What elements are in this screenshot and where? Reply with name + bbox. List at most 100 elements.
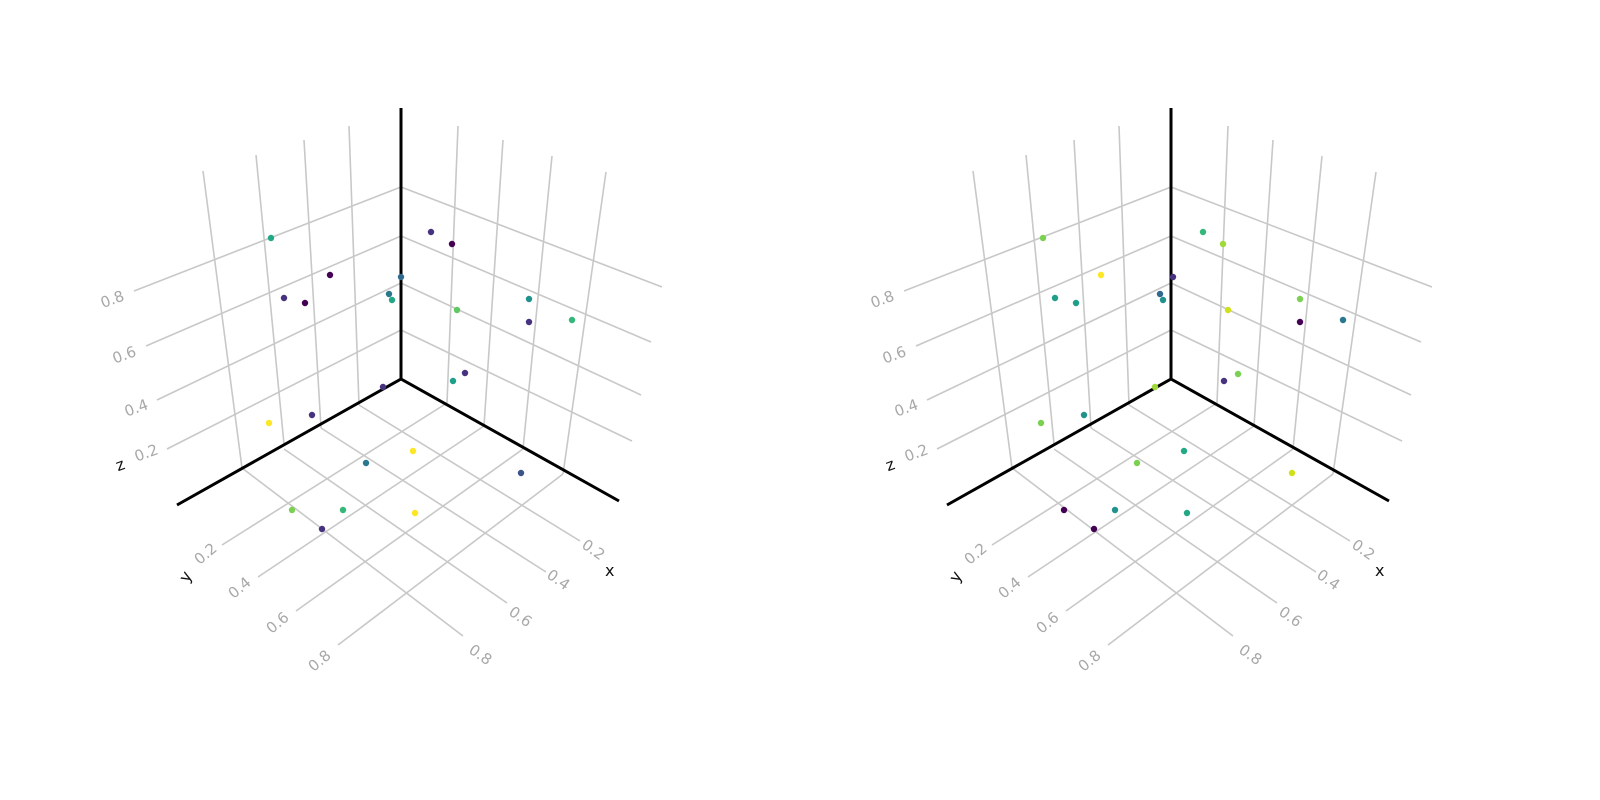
data-point (308, 411, 316, 419)
data-point (1234, 370, 1242, 378)
data-point (1133, 459, 1141, 467)
x-axis-label: x (1375, 561, 1384, 580)
svg-text:0.8: 0.8 (98, 287, 127, 312)
data-point (1219, 240, 1227, 248)
data-point (280, 294, 288, 302)
data-point (1060, 506, 1068, 514)
data-point (568, 316, 576, 324)
svg-text:0.2: 0.2 (132, 440, 161, 465)
data-point (362, 459, 370, 467)
z-axis-label: z (883, 454, 897, 475)
axes-lines (946, 108, 1390, 507)
right-wall-grid (1170, 125, 1433, 475)
data-point (385, 290, 393, 298)
x-tick-labels: 0.2 0.4 0.6 0.8 x (1235, 536, 1384, 669)
svg-text:0.6: 0.6 (110, 342, 139, 367)
svg-text:0.6: 0.6 (263, 608, 293, 637)
data-point (267, 234, 275, 242)
data-point (461, 369, 469, 377)
floor-grid (991, 402, 1351, 646)
svg-text:0.4: 0.4 (543, 566, 573, 594)
svg-text:0.8: 0.8 (1235, 641, 1265, 669)
data-point (1199, 228, 1207, 236)
data-point (1180, 447, 1188, 455)
svg-text:0.6: 0.6 (880, 342, 909, 367)
svg-text:0.6: 0.6 (1033, 608, 1063, 637)
svg-text:0.6: 0.6 (505, 603, 535, 631)
data-point (1220, 377, 1228, 385)
z-tick-labels: 0.8 0.6 0.4 0.2 z (868, 287, 931, 475)
data-point (1151, 383, 1159, 391)
data-point (1339, 316, 1347, 324)
svg-text:0.4: 0.4 (1313, 566, 1343, 594)
y-tick-labels: 0.2 0.4 0.6 0.8 y (175, 539, 335, 675)
data-point (379, 383, 387, 391)
x-tick-labels: 0.2 0.4 0.6 0.8 x (465, 536, 614, 669)
svg-text:0.4: 0.4 (995, 573, 1025, 602)
svg-text:0.4: 0.4 (225, 573, 255, 602)
z-axis-label: z (113, 454, 127, 475)
data-point (326, 271, 334, 279)
svg-text:0.2: 0.2 (578, 536, 608, 564)
y-axis-label: y (175, 568, 196, 586)
data-point (1159, 296, 1167, 304)
data-point (1072, 299, 1080, 307)
y-tick-labels: 0.2 0.4 0.6 0.8 y (945, 539, 1105, 675)
svg-text:0.8: 0.8 (465, 641, 495, 669)
svg-text:0.8: 0.8 (305, 646, 335, 675)
scatter3d-left: 0.8 0.6 0.4 0.2 z 0.2 0.4 0.6 0.8 y 0.2 … (98, 108, 663, 675)
data-point (525, 295, 533, 303)
data-point (411, 509, 419, 517)
data-point (1296, 295, 1304, 303)
data-point (288, 506, 296, 514)
data-points-left (265, 228, 576, 533)
data-point (1169, 273, 1177, 281)
svg-text:0.4: 0.4 (122, 395, 151, 420)
data-point (301, 299, 309, 307)
left-wall-grid (133, 125, 402, 469)
data-point (1097, 271, 1105, 279)
z-tick-labels: 0.8 0.6 0.4 0.2 z (98, 287, 161, 475)
data-point (388, 296, 396, 304)
data-point (1037, 419, 1045, 427)
svg-text:0.2: 0.2 (191, 539, 221, 568)
data-point (517, 469, 525, 477)
data-point (1039, 234, 1047, 242)
data-point (1111, 506, 1119, 514)
data-point (448, 240, 456, 248)
data-point (1224, 306, 1232, 314)
data-point (1156, 290, 1164, 298)
axes-lines (176, 108, 620, 507)
data-point (1288, 469, 1296, 477)
right-wall-grid (400, 125, 663, 475)
data-point (453, 306, 461, 314)
data-point (1296, 318, 1304, 326)
data-point (427, 228, 435, 236)
floor-grid (221, 402, 581, 646)
svg-text:0.2: 0.2 (902, 440, 931, 465)
data-point (265, 419, 273, 427)
svg-text:0.2: 0.2 (961, 539, 991, 568)
svg-text:0.6: 0.6 (1275, 603, 1305, 631)
y-axis-label: y (945, 568, 966, 586)
x-axis-label: x (605, 561, 614, 580)
svg-text:0.8: 0.8 (1075, 646, 1105, 675)
svg-text:0.4: 0.4 (892, 395, 921, 420)
svg-text:0.8: 0.8 (868, 287, 897, 312)
data-point (1183, 509, 1191, 517)
scatter3d-right: 0.8 0.6 0.4 0.2 z 0.2 0.4 0.6 0.8 y 0.2 … (868, 108, 1433, 675)
data-point (318, 525, 326, 533)
data-point (1090, 525, 1098, 533)
data-point (525, 318, 533, 326)
data-point (1051, 294, 1059, 302)
data-point (397, 273, 405, 281)
data-point (1080, 411, 1088, 419)
data-point (449, 377, 457, 385)
left-wall-grid (903, 125, 1172, 469)
svg-text:0.2: 0.2 (1348, 536, 1378, 564)
data-points-right (1037, 228, 1347, 533)
data-point (339, 506, 347, 514)
data-point (409, 447, 417, 455)
